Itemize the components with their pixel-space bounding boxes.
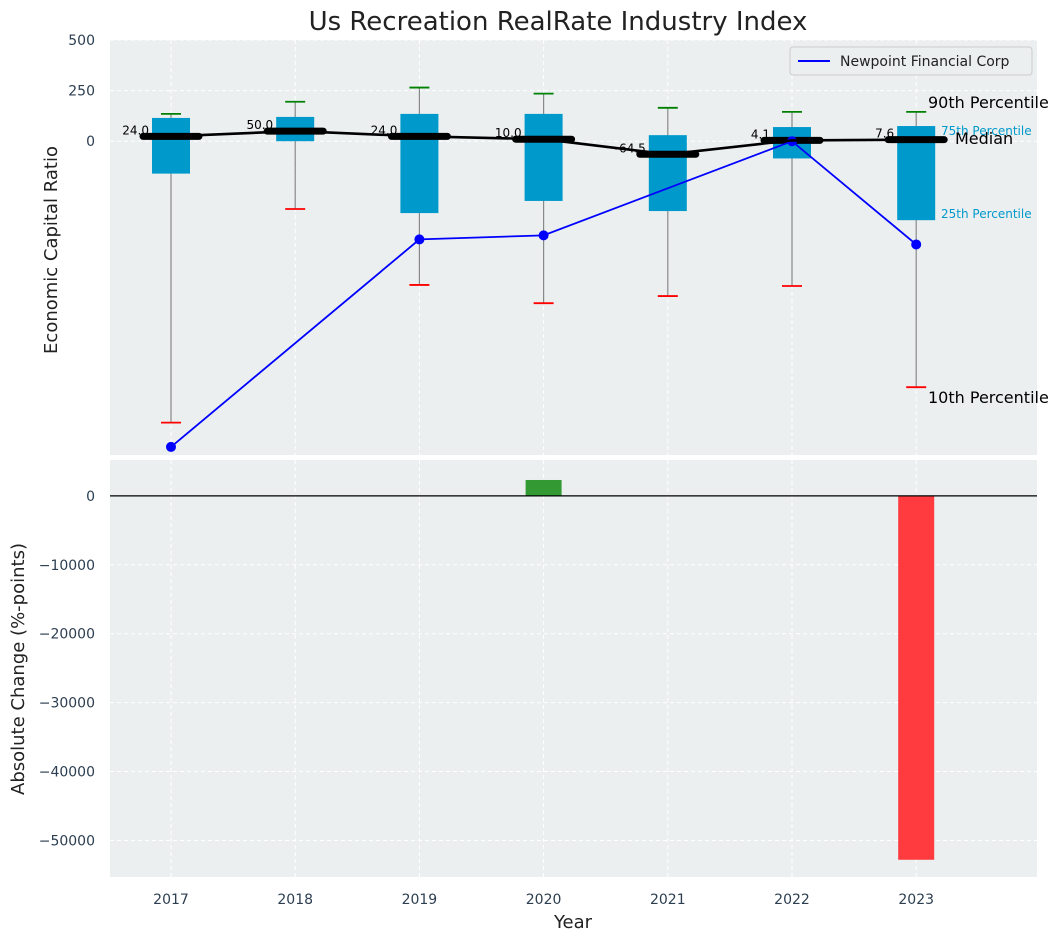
median-line [170,129,917,156]
median-trend [170,129,917,156]
x-tick-label-2018: 2018 [277,892,313,908]
change-panel-background [110,460,1037,877]
x-tick-label-2019: 2019 [402,892,438,908]
iqr-box [152,117,190,174]
y-tick-label: −50000 [39,833,95,849]
x-tick-label-2021: 2021 [650,892,686,908]
box-panel-y-label: Economic Capital Ratio [41,146,62,354]
legend: Newpoint Financial Corp [789,46,1033,76]
company-point-2020 [538,230,549,241]
median-value-label: 7.6 [875,127,894,141]
annotation-p10: 10th Percentile [928,388,1049,407]
x-tick-label-2022: 2022 [774,892,810,908]
change-panel-y-ticks: 0 −10000 −20000 −30000 −40000 −50000 [39,489,95,850]
company-point-2023 [911,239,922,250]
change-panel: 0 −10000 −20000 −30000 −40000 −50000 2017 2018… [8,460,1037,933]
x-tick-label-2017: 2017 [153,892,189,908]
y-tick-label: 500 [68,33,95,49]
y-tick-label: −30000 [39,696,95,712]
change-bar-2020 [525,479,562,496]
change-panel-y-label: Absolute Change (%-points) [8,543,29,795]
y-tick-label: 0 [86,134,95,150]
median-value-label: 50.0 [246,118,273,132]
annotation-p75: 75th Percentile [941,124,1032,138]
change-bars [525,479,935,860]
box-panel-background [110,40,1037,455]
legend-frame [789,46,1033,76]
y-tick-label: −20000 [39,627,95,643]
box-panel-y-ticks: 0 250 500 [68,33,95,150]
y-tick-label: 0 [86,489,95,505]
iqr-box [400,113,439,214]
iqr-box [648,135,687,212]
legend-label: Newpoint Financial Corp [840,54,1010,70]
annotation-p25: 25th Percentile [941,207,1032,221]
company-point-2019 [414,234,425,245]
y-tick-label: −40000 [39,765,95,781]
company-series [166,136,922,452]
x-tick-label-2023: 2023 [898,892,934,908]
median-value-label: 4.1 [751,127,770,141]
x-tick-label-2020: 2020 [526,892,562,908]
change-bar-2023 [898,495,935,860]
median-value-label: 10.0 [495,126,522,140]
company-point-2017 [166,441,176,452]
annotation-p90: 90th Percentile [928,93,1049,112]
annotation-median: Median [955,129,1013,148]
y-tick-label: −10000 [39,558,95,574]
box-2023: 7.6 [875,110,948,389]
iqr-box [524,113,563,201]
x-axis-label: Year [553,912,593,933]
y-tick-label: 250 [68,84,95,100]
x-ticks: 2017 2018 2019 2020 2021 2022 2023 [153,892,934,908]
chart-title: Us Recreation RealRate Industry Index [309,7,808,37]
percentile-annotations: 90th Percentile 75th Percentile Median 2… [928,93,1049,407]
median-value-label: 24.0 [122,123,149,137]
